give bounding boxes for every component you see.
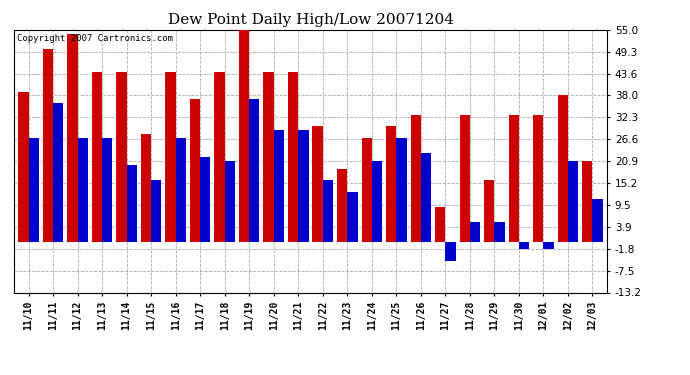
Bar [337, 169, 347, 242]
Bar [484, 180, 495, 242]
Bar [544, 242, 554, 249]
Bar [117, 72, 126, 242]
Bar [421, 153, 431, 242]
Bar [67, 34, 77, 242]
Bar [141, 134, 151, 242]
Bar [215, 72, 225, 242]
Bar [166, 72, 176, 242]
Bar [239, 30, 249, 242]
Text: Copyright 2007 Cartronics.com: Copyright 2007 Cartronics.com [17, 34, 172, 43]
Bar [151, 180, 161, 242]
Bar [200, 157, 210, 242]
Bar [53, 103, 63, 242]
Bar [372, 161, 382, 242]
Bar [323, 180, 333, 242]
Bar [28, 138, 39, 242]
Bar [190, 99, 200, 242]
Bar [411, 115, 421, 242]
Bar [593, 200, 603, 242]
Bar [249, 99, 259, 242]
Bar [445, 242, 455, 261]
Bar [386, 126, 396, 242]
Bar [92, 72, 102, 242]
Bar [396, 138, 406, 242]
Bar [362, 138, 372, 242]
Bar [568, 161, 578, 242]
Bar [126, 165, 137, 242]
Bar [176, 138, 186, 242]
Bar [533, 115, 544, 242]
Bar [225, 161, 235, 242]
Title: Dew Point Daily High/Low 20071204: Dew Point Daily High/Low 20071204 [168, 13, 453, 27]
Bar [43, 49, 53, 242]
Bar [288, 72, 298, 242]
Bar [313, 126, 323, 242]
Bar [274, 130, 284, 242]
Bar [77, 138, 88, 242]
Bar [558, 95, 568, 242]
Bar [519, 242, 529, 249]
Bar [435, 207, 445, 242]
Bar [18, 92, 28, 242]
Bar [509, 115, 519, 242]
Bar [347, 192, 357, 242]
Bar [582, 161, 593, 242]
Bar [102, 138, 112, 242]
Bar [470, 222, 480, 242]
Bar [264, 72, 274, 242]
Bar [298, 130, 308, 242]
Bar [460, 115, 470, 242]
Bar [495, 222, 504, 242]
